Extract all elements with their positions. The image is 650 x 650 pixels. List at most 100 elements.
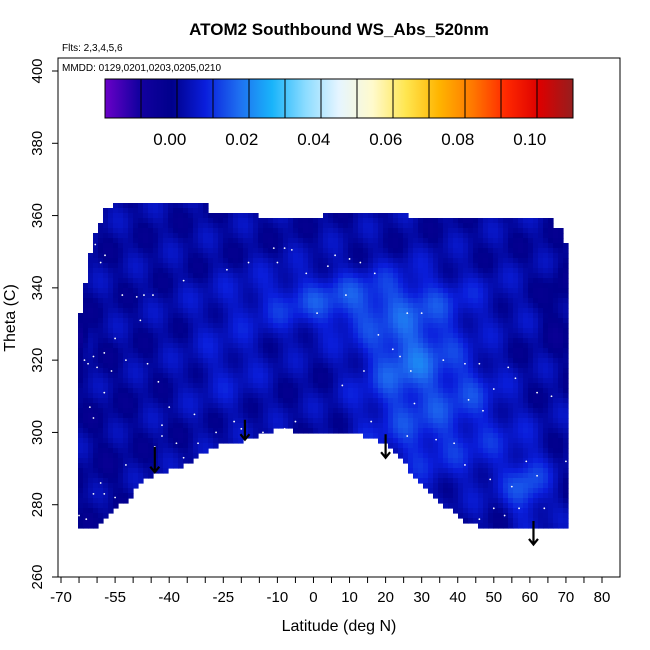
- heatmap-cell: [393, 238, 399, 244]
- heatmap-cell: [388, 338, 394, 344]
- heatmap-cell: [528, 238, 534, 244]
- heatmap-cell: [388, 328, 394, 334]
- heatmap-cell: [238, 413, 244, 419]
- heatmap-cell: [303, 323, 309, 329]
- heatmap-cell: [473, 468, 479, 474]
- heatmap-cell: [263, 253, 269, 259]
- heatmap-cell: [533, 273, 539, 279]
- heatmap-cell: [418, 393, 424, 399]
- heatmap-cell: [173, 318, 179, 324]
- heatmap-cell: [143, 273, 149, 279]
- heatmap-cell: [318, 293, 324, 299]
- heatmap-cell: [483, 373, 489, 379]
- heatmap-cell: [363, 248, 369, 254]
- heatmap-cell: [173, 348, 179, 354]
- heatmap-cell: [213, 303, 219, 309]
- heatmap-cell: [313, 428, 319, 434]
- heatmap-cell: [508, 283, 514, 289]
- heatmap-cell: [273, 288, 279, 294]
- heatmap-cell: [393, 328, 399, 334]
- heatmap-cell: [528, 333, 534, 339]
- heatmap-cell: [393, 263, 399, 269]
- heatmap-cell: [113, 463, 119, 469]
- heatmap-cell: [338, 233, 344, 239]
- heatmap-cell: [228, 293, 234, 299]
- heatmap-cell: [503, 348, 509, 354]
- heatmap-cell: [513, 368, 519, 374]
- heatmap-cell: [258, 248, 264, 254]
- heatmap-cell: [413, 348, 419, 354]
- heatmap-cell: [493, 473, 499, 479]
- heatmap-cell: [393, 403, 399, 409]
- heatmap-cell: [438, 243, 444, 249]
- heatmap-cell: [548, 468, 554, 474]
- heatmap-cell: [198, 213, 204, 219]
- heatmap-cell: [288, 223, 294, 229]
- heatmap-cell: [208, 278, 214, 284]
- heatmap-cell: [478, 258, 484, 264]
- heatmap-cell: [203, 238, 209, 244]
- heatmap-cell: [533, 413, 539, 419]
- heatmap-cell: [218, 378, 224, 384]
- heatmap-cell: [328, 413, 334, 419]
- heatmap-cell: [203, 378, 209, 384]
- heatmap-cell: [123, 383, 129, 389]
- heatmap-cell: [528, 278, 534, 284]
- heatmap-cell: [498, 288, 504, 294]
- heatmap-cell: [488, 443, 494, 449]
- heatmap-cell: [453, 413, 459, 419]
- heatmap-cell: [498, 263, 504, 269]
- heatmap-cell: [428, 313, 434, 319]
- heatmap-cell: [243, 373, 249, 379]
- heatmap-cell: [478, 253, 484, 259]
- heatmap-cell: [463, 363, 469, 369]
- heatmap-cell: [428, 418, 434, 424]
- heatmap-cell: [173, 463, 179, 469]
- heatmap-cell: [133, 418, 139, 424]
- heatmap-cell: [273, 393, 279, 399]
- heatmap-cell: [298, 268, 304, 274]
- heatmap-cell: [148, 418, 154, 424]
- heatmap-cell: [208, 338, 214, 344]
- heatmap-cell: [243, 273, 249, 279]
- heatmap-cell: [503, 253, 509, 259]
- heatmap-cell: [213, 233, 219, 239]
- heatmap-cell: [118, 213, 124, 219]
- heatmap-cell: [148, 468, 154, 474]
- heatmap-cell: [273, 378, 279, 384]
- heatmap-cell: [218, 318, 224, 324]
- heatmap-cell: [338, 358, 344, 364]
- heatmap-cell: [543, 313, 549, 319]
- heatmap-cell: [198, 303, 204, 309]
- heatmap-cell: [533, 278, 539, 284]
- heatmap-cell: [418, 248, 424, 254]
- heatmap-cell: [313, 388, 319, 394]
- heatmap-cell: [248, 248, 254, 254]
- heatmap-cell: [288, 253, 294, 259]
- heatmap-cell: [463, 218, 469, 224]
- heatmap-cell: [398, 443, 404, 449]
- heatmap-cell: [338, 248, 344, 254]
- heatmap-cell: [498, 378, 504, 384]
- heatmap-cell: [168, 228, 174, 234]
- heatmap-cell: [118, 393, 124, 399]
- heatmap-cell: [363, 328, 369, 334]
- heatmap-cell: [248, 393, 254, 399]
- heatmap-cell: [538, 428, 544, 434]
- heatmap-cell: [473, 463, 479, 469]
- heatmap-cell: [493, 443, 499, 449]
- heatmap-cell: [553, 363, 559, 369]
- heatmap-cell: [398, 243, 404, 249]
- heatmap-cell: [468, 253, 474, 259]
- heatmap-cell: [448, 348, 454, 354]
- heatmap-cell: [518, 448, 524, 454]
- heatmap-cell: [138, 433, 144, 439]
- heatmap-cell: [143, 208, 149, 214]
- heatmap-cell: [188, 398, 194, 404]
- heatmap-cell: [523, 518, 529, 524]
- heatmap-cell: [113, 228, 119, 234]
- heatmap-cell: [373, 298, 379, 304]
- heatmap-cell: [188, 218, 194, 224]
- heatmap-cell: [268, 298, 274, 304]
- heatmap-cell: [528, 293, 534, 299]
